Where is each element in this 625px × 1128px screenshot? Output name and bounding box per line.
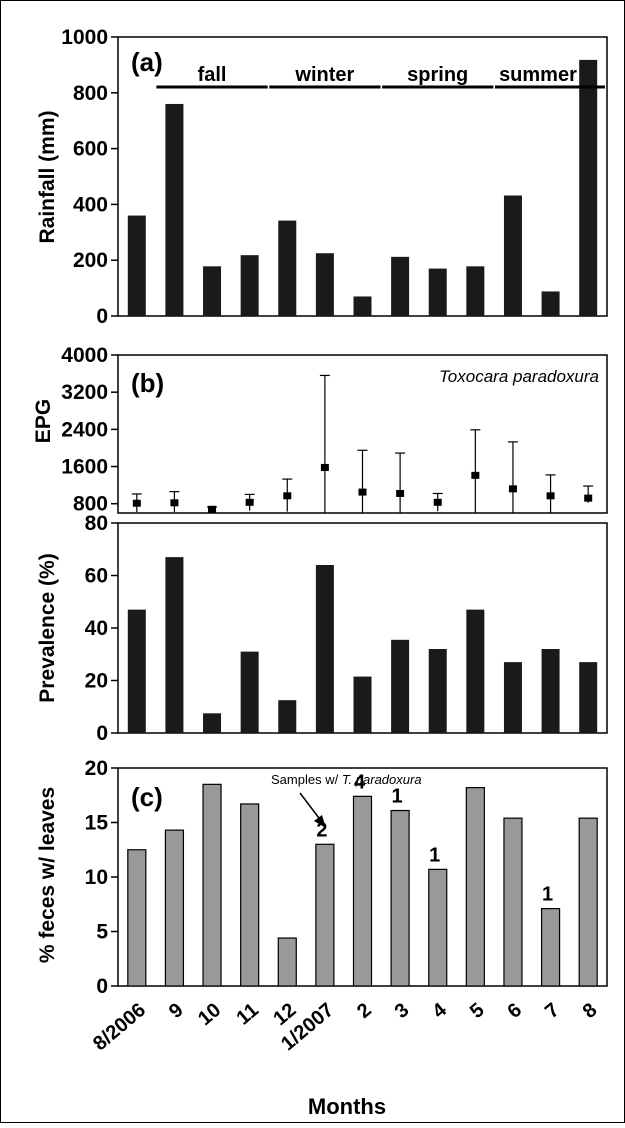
species-annotation: Toxocara paradoxura bbox=[439, 367, 599, 386]
prevalence-bar bbox=[315, 565, 334, 733]
leaves-bar bbox=[465, 787, 485, 987]
epg-point bbox=[433, 498, 442, 506]
season-label: fall bbox=[198, 64, 227, 86]
panel-b-epg-ytick-label: 3200 bbox=[61, 381, 108, 404]
epg-point bbox=[546, 492, 555, 500]
prevalence-bar bbox=[579, 662, 598, 733]
panel-a-ytick-label: 600 bbox=[73, 138, 108, 161]
panel-a-ytick-label: 200 bbox=[73, 249, 108, 272]
prevalence-bar bbox=[127, 609, 146, 733]
rainfall-bar bbox=[315, 253, 334, 316]
samples-annotation: Samples w/ T. paradoxura bbox=[271, 772, 422, 787]
season-label: winter bbox=[294, 64, 354, 86]
epg-point bbox=[320, 463, 329, 471]
rainfall-bar bbox=[503, 195, 522, 316]
leaves-bar bbox=[540, 908, 561, 987]
leaves-bar bbox=[202, 783, 222, 987]
prevalence-bar bbox=[353, 676, 372, 733]
panel-b-epg-ytick-label: 4000 bbox=[61, 344, 108, 367]
panel-c-ytick-label: 10 bbox=[85, 866, 108, 889]
rainfall-bar bbox=[579, 59, 598, 317]
rainfall-bar bbox=[466, 266, 485, 316]
samples-annotation-prefix: Samples w/ bbox=[271, 772, 342, 787]
panel-a-label: (a) bbox=[131, 47, 163, 77]
prevalence-bar bbox=[541, 649, 560, 733]
rainfall-bar bbox=[353, 296, 372, 316]
epg-point bbox=[132, 499, 141, 507]
epg-point bbox=[508, 485, 517, 493]
count-label: 1 bbox=[392, 786, 403, 808]
leaves-bar bbox=[127, 849, 147, 987]
annotation-arrowhead bbox=[314, 815, 326, 828]
panel-b-epg-ytick-label: 800 bbox=[73, 493, 108, 516]
rainfall-bar bbox=[203, 266, 222, 316]
leaves-bar bbox=[390, 809, 410, 987]
prevalence-bar bbox=[466, 609, 485, 733]
prevalence-bar bbox=[428, 649, 447, 733]
rainfall-bar bbox=[428, 268, 447, 316]
panel-b-prev-ytick-label: 0 bbox=[96, 722, 108, 745]
leaves-bar bbox=[428, 868, 448, 987]
epg-point bbox=[471, 471, 480, 479]
rainfall-bar bbox=[240, 255, 259, 316]
epg-point bbox=[283, 492, 292, 500]
panel-a-ylabel: Rainfall (mm) bbox=[36, 110, 59, 243]
panel-a-ytick-label: 1000 bbox=[61, 26, 108, 49]
panel-c-label: (c) bbox=[131, 782, 163, 812]
panel-c-ytick-label: 15 bbox=[85, 812, 109, 835]
prevalence-bar bbox=[278, 700, 297, 733]
rainfall-bar bbox=[391, 256, 410, 316]
rainfall-bar bbox=[541, 291, 560, 316]
panel-c-ytick-label: 20 bbox=[85, 757, 108, 780]
panel-b-epg-ylabel: EPG bbox=[32, 399, 55, 443]
panel-b-prev-ytick-label: 60 bbox=[85, 565, 108, 588]
season-label: summer bbox=[499, 64, 577, 86]
prevalence-bar bbox=[203, 713, 222, 733]
prevalence-bar bbox=[391, 639, 410, 733]
season-label: spring bbox=[407, 64, 468, 86]
leaves-bar bbox=[277, 937, 297, 987]
leaves-bar bbox=[503, 817, 523, 987]
leaves-bar bbox=[352, 795, 373, 987]
rainfall-bar bbox=[278, 220, 297, 316]
epg-point bbox=[396, 489, 405, 497]
panel-a-ytick-label: 0 bbox=[96, 305, 108, 328]
leaves-bar bbox=[240, 803, 260, 987]
epg-point bbox=[584, 494, 593, 502]
panel-b-prev-ytick-label: 80 bbox=[85, 512, 108, 535]
panel-c-ylabel: % feces w/ leaves bbox=[36, 787, 59, 963]
prevalence-bar bbox=[240, 651, 259, 733]
count-label: 1 bbox=[429, 844, 440, 866]
panel-a-ytick-label: 800 bbox=[73, 82, 108, 105]
annotation-arrow-shaft bbox=[299, 792, 323, 823]
leaves-bar bbox=[164, 829, 185, 987]
panel-b-label: (b) bbox=[131, 368, 164, 398]
leaves-bar bbox=[315, 843, 335, 987]
epg-point bbox=[245, 498, 254, 506]
prevalence-bar bbox=[165, 557, 184, 733]
x-axis-label: Months bbox=[308, 1094, 386, 1119]
panel-b-epg-ytick-label: 1600 bbox=[61, 456, 108, 479]
count-label: 4 bbox=[354, 771, 366, 793]
panel-c-ytick-label: 0 bbox=[96, 975, 108, 998]
panel-a-ytick-label: 400 bbox=[73, 193, 108, 216]
panel-b-epg-ytick-label: 2400 bbox=[61, 418, 108, 441]
leaves-bar bbox=[578, 817, 598, 987]
panel-b-prev-ytick-label: 40 bbox=[85, 617, 108, 640]
rainfall-bar bbox=[127, 215, 146, 316]
epg-point bbox=[208, 505, 217, 513]
samples-annotation-species: T. paradoxura bbox=[342, 772, 422, 787]
panel-b-prev-ytick-label: 20 bbox=[85, 670, 108, 693]
count-label: 2 bbox=[316, 819, 327, 841]
epg-point bbox=[358, 488, 367, 496]
panel-c-ytick-label: 5 bbox=[96, 921, 108, 944]
panel-b-prev-ylabel: Prevalence (%) bbox=[36, 553, 59, 702]
prevalence-bar bbox=[503, 662, 522, 733]
count-label: 1 bbox=[542, 884, 553, 906]
epg-point bbox=[170, 499, 179, 507]
rainfall-bar bbox=[165, 103, 184, 317]
